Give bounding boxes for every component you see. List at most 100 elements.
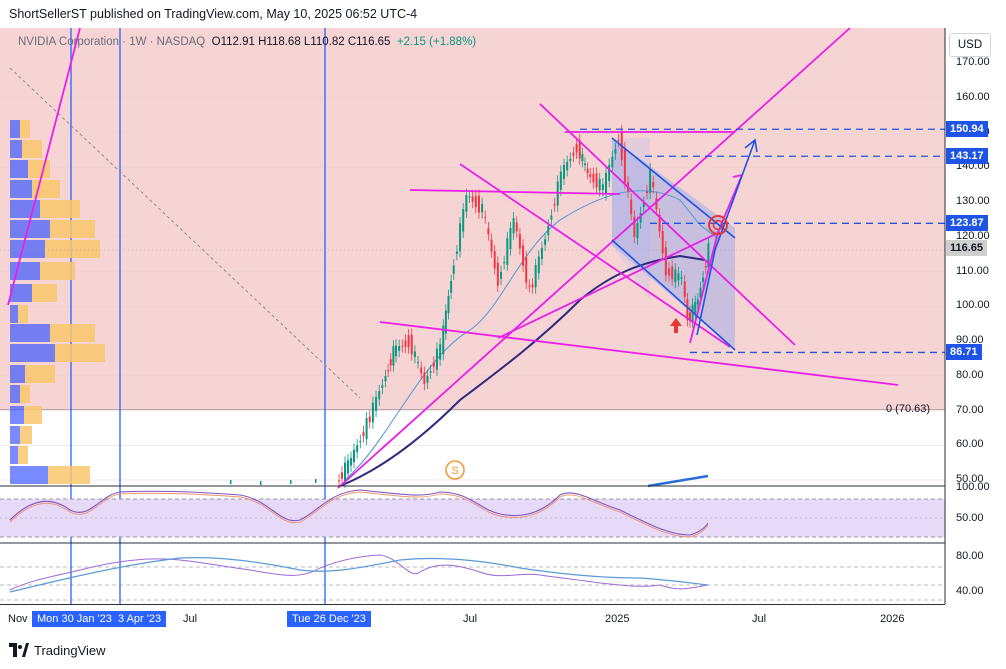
- candle-body: [633, 216, 636, 237]
- current-price-label: 116.65: [946, 240, 988, 257]
- candle-body: [392, 346, 395, 366]
- time-axis-tick-label: Nov: [8, 613, 28, 625]
- volume-profile-bar: [10, 240, 45, 258]
- volume-profile-bar: [10, 220, 50, 238]
- svg-text:S: S: [451, 465, 458, 477]
- candle-body: [410, 334, 413, 355]
- candle-body: [674, 269, 677, 283]
- time-axis-highlight-label: Mon 30 Jan '23: [32, 611, 117, 627]
- candle-body: [553, 203, 556, 206]
- candle-body: [605, 172, 607, 195]
- rsi-band: [0, 499, 945, 537]
- candle-body: [623, 148, 626, 183]
- volume-profile-bar: [10, 140, 22, 158]
- candle-body: [617, 140, 620, 142]
- candle-body: [359, 440, 362, 443]
- volume-profile-bar: [18, 446, 28, 464]
- price-level-label: 143.17: [946, 148, 988, 165]
- candle-body: [525, 256, 528, 283]
- legend-ohlc: O112.91 H118.68 L110.82 C116.65: [211, 36, 391, 48]
- zero-line-label: 0 (70.63): [886, 403, 931, 415]
- candle-body: [601, 184, 604, 191]
- price-axis-tick-label: 60.00: [956, 438, 984, 451]
- price-axis-tick-label: 90.00: [956, 334, 984, 346]
- volume-profile-bar: [48, 466, 90, 484]
- candle-body: [563, 164, 565, 179]
- candle-body: [290, 480, 292, 484]
- candle-body: [384, 376, 387, 382]
- tradingview-logo-icon: [9, 643, 29, 657]
- currency-button[interactable]: USD: [949, 33, 991, 57]
- candle-body: [544, 239, 547, 245]
- candle-body: [260, 481, 262, 485]
- footer: TradingView: [0, 632, 1006, 669]
- volume-profile-bar: [18, 305, 28, 323]
- sub-pane-tick-label: 80.00: [956, 550, 984, 562]
- price-axis-tick-label: 110.00: [956, 264, 989, 277]
- time-axis-tick-label: 2026: [880, 613, 905, 625]
- candle-body: [365, 418, 368, 440]
- volume-profile-bar: [32, 284, 57, 302]
- candle-body: [432, 362, 435, 367]
- candle-body: [474, 195, 477, 208]
- candle-body: [547, 225, 550, 236]
- candle-body: [522, 245, 525, 266]
- candle-body: [704, 266, 707, 268]
- candle-body: [537, 256, 540, 274]
- volume-profile-bar: [10, 466, 48, 484]
- candle-body: [671, 266, 674, 280]
- volume-profile-bar: [50, 324, 95, 342]
- candle-body: [689, 312, 691, 322]
- legend-change: +2.15 (+1.88%): [396, 36, 477, 48]
- candle-body: [512, 218, 515, 234]
- volume-profile-bar: [10, 120, 20, 138]
- volume-profile-bar: [55, 344, 105, 362]
- price-axis-tick-label: 100.00: [956, 299, 990, 312]
- candle-body: [353, 449, 355, 463]
- candle-body: [468, 196, 471, 198]
- candle-body: [566, 161, 569, 171]
- volume-profile-bar: [40, 200, 80, 218]
- candle-body: [639, 212, 642, 223]
- candle-body: [442, 325, 445, 355]
- candle-body: [477, 195, 480, 213]
- split-marker-icon: S: [445, 460, 465, 480]
- candle-body: [344, 462, 346, 482]
- candle-body: [578, 140, 581, 159]
- candle-body: [550, 215, 553, 220]
- volume-profile-bar: [10, 344, 55, 362]
- candle-body: [455, 251, 458, 254]
- candle-body: [595, 173, 598, 188]
- candle-body: [395, 345, 397, 357]
- candle-body: [398, 346, 401, 351]
- volume-profile-bar: [20, 426, 32, 444]
- candle-body: [572, 152, 575, 156]
- candle-body: [493, 251, 496, 269]
- candle-body: [575, 144, 578, 153]
- candle-body: [404, 340, 407, 347]
- time-axis-tick-label: Jul: [463, 613, 478, 625]
- candle-body: [586, 168, 589, 173]
- candle-body: [362, 432, 365, 437]
- candle-body: [347, 460, 349, 474]
- candle-body: [611, 156, 614, 168]
- price-axis-tick-label: 80.00: [956, 368, 984, 381]
- candle-body: [680, 277, 683, 279]
- candle-body: [450, 280, 453, 293]
- candle-body: [531, 284, 534, 288]
- candle-body: [677, 273, 680, 281]
- price-level-label: 150.94: [946, 121, 988, 138]
- candle-body: [407, 335, 410, 348]
- candle-body: [496, 262, 499, 286]
- candle-body: [509, 228, 512, 250]
- sma-blue-short: [647, 474, 709, 488]
- candle-body: [528, 285, 531, 287]
- candle-body: [699, 287, 702, 298]
- chart-canvas[interactable]: S: [0, 28, 1006, 632]
- candle-body: [230, 480, 232, 484]
- candle-body: [707, 243, 710, 268]
- target-marker: [708, 215, 728, 235]
- candle-body: [356, 445, 359, 453]
- candle-body: [515, 222, 518, 232]
- candle-body: [592, 173, 595, 183]
